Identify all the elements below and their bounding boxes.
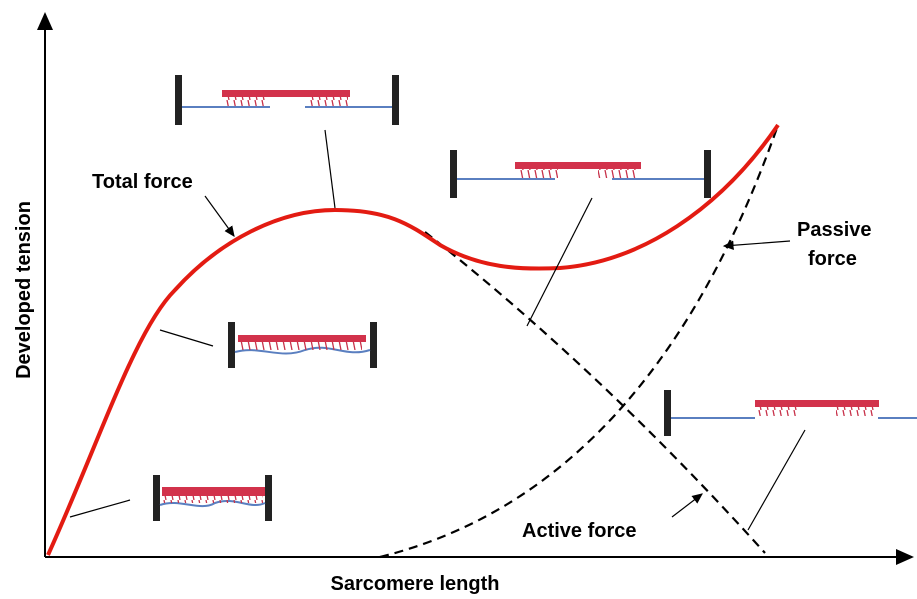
sarcomere-icon	[175, 75, 399, 125]
x-axis-label: Sarcomere length	[331, 573, 500, 595]
sarcomere-icon	[228, 322, 377, 368]
active-force-label: Active force	[522, 520, 637, 542]
sarcomere-icon	[664, 390, 917, 436]
pointer	[204, 195, 235, 237]
sarcomere-icon	[450, 150, 711, 198]
active-force-curve	[424, 231, 766, 554]
y-axis-label: Developed tension	[13, 201, 35, 379]
sarcomere-icon	[153, 475, 272, 521]
total-force-label: Total force	[92, 171, 193, 193]
pointer	[671, 493, 703, 518]
leader-lines	[69, 129, 806, 531]
passive-force-label: Passive	[797, 219, 872, 241]
passive-force-curve	[379, 124, 780, 559]
pointer	[722, 240, 791, 251]
total-force-curve	[46, 123, 780, 556]
passive-force-label: force	[808, 248, 857, 270]
